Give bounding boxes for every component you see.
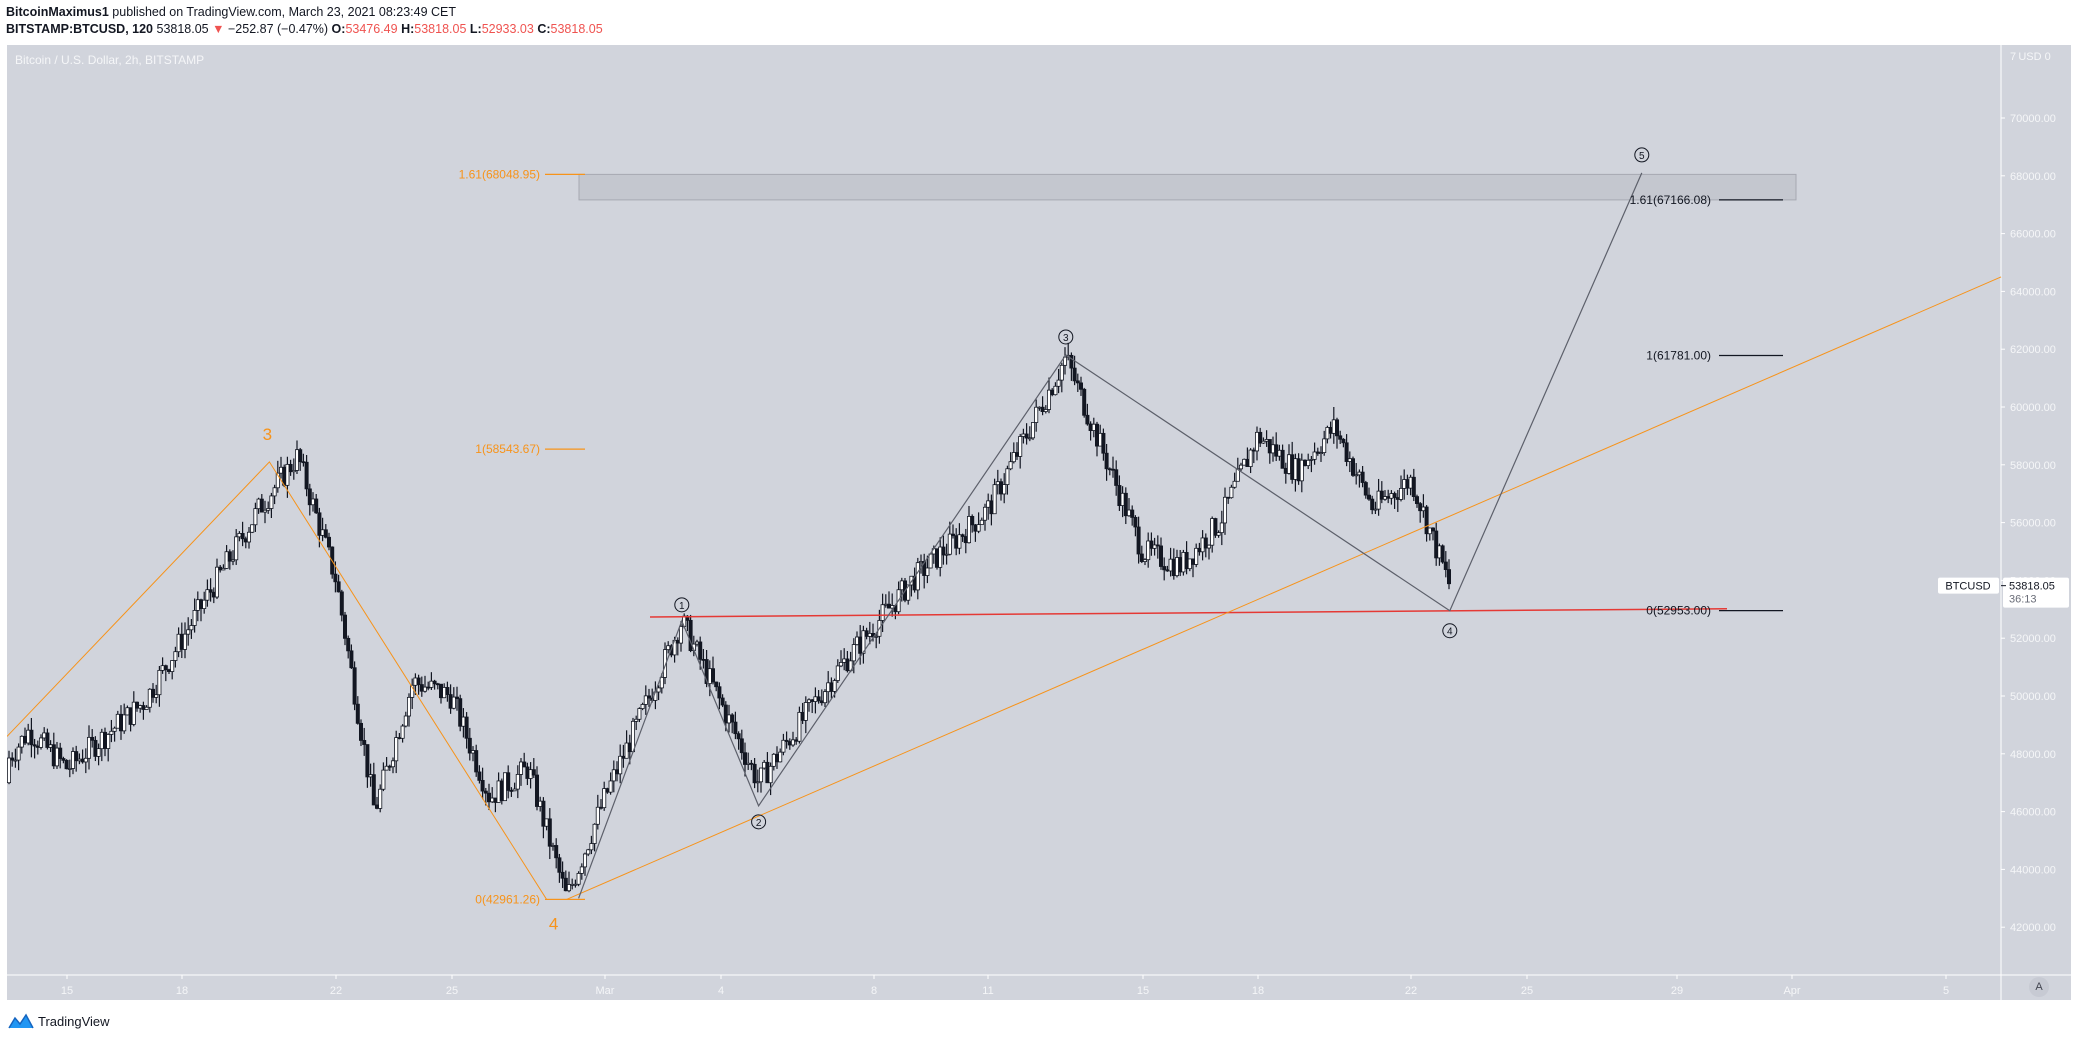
time-tick-label: 18 bbox=[176, 985, 188, 997]
chart-title: Bitcoin / U.S. Dollar, 2h, BITSTAMP bbox=[15, 53, 205, 67]
tradingview-logo-icon bbox=[8, 1013, 34, 1029]
last-price: 53818.05 bbox=[156, 22, 209, 36]
svg-text:BTCUSD: BTCUSD bbox=[1945, 581, 1990, 593]
high-label: H: bbox=[401, 22, 415, 36]
price-tick-label: 60000.00 bbox=[2010, 402, 2056, 414]
target-zone-box[interactable] bbox=[578, 173, 1797, 201]
price-tick-label: 70000.00 bbox=[2010, 113, 2056, 125]
time-tick-label: 25 bbox=[1521, 985, 1533, 997]
orange-fib-label: 1(58543.67) bbox=[475, 442, 540, 456]
orange-fib-label: 0(42961.26) bbox=[475, 892, 540, 906]
ascending-trendline[interactable] bbox=[566, 276, 2002, 900]
time-tick-label: 25 bbox=[446, 985, 458, 997]
open-value: 53476.49 bbox=[345, 22, 398, 36]
low-label: L: bbox=[469, 22, 482, 36]
price-tick-label: 46000.00 bbox=[2010, 807, 2056, 819]
close-label: C: bbox=[537, 22, 551, 36]
support-line[interactable] bbox=[649, 607, 1728, 618]
wave-label-3: 3 bbox=[263, 425, 272, 444]
price-tick-label: 44000.00 bbox=[2010, 864, 2056, 876]
price-tick-label: 64000.00 bbox=[2010, 286, 2056, 298]
wave-count-circle bbox=[1634, 147, 1650, 163]
time-tick-label: 15 bbox=[1137, 985, 1149, 997]
open-label: O: bbox=[331, 22, 346, 36]
high-value: 53818.05 bbox=[414, 22, 467, 36]
close-value: 53818.05 bbox=[550, 22, 603, 36]
price-tick-label: 68000.00 bbox=[2010, 171, 2056, 183]
orange-fib-label: 1.61(68048.95) bbox=[459, 167, 540, 181]
black-fib-label: 1.61(67166.08) bbox=[1630, 193, 1711, 207]
candles bbox=[7, 342, 1452, 893]
time-tick-label: 22 bbox=[1405, 985, 1417, 997]
price-tick-label: 50000.00 bbox=[2010, 691, 2056, 703]
price-tick-label: 66000.00 bbox=[2010, 229, 2056, 241]
currency-label: 7 USD 0 bbox=[2010, 51, 2051, 63]
tradingview-logo[interactable]: TradingView bbox=[8, 1013, 110, 1029]
time-tick-label: 29 bbox=[1671, 985, 1683, 997]
time-tick-label: Mar bbox=[596, 985, 615, 997]
symbol-label: BITSTAMP:BTCUSD, 120 bbox=[6, 22, 154, 36]
publisher-name[interactable]: BitcoinMaximus1 bbox=[6, 5, 109, 19]
wave-count-circle bbox=[1442, 623, 1458, 639]
last-price-tag bbox=[1938, 577, 2069, 608]
time-tick-label: 5 bbox=[1943, 985, 1949, 997]
price-tick-label: 42000.00 bbox=[2010, 922, 2056, 934]
wave-count-circle bbox=[751, 814, 767, 830]
published-text: published on TradingView.com, March 23, … bbox=[112, 5, 457, 19]
time-tick-label: 11 bbox=[982, 985, 993, 997]
time-tick-label: 18 bbox=[1252, 985, 1264, 997]
bar-countdown: 36:13 bbox=[2009, 594, 2037, 606]
wave-count-circle bbox=[1058, 329, 1074, 345]
wave-count-label: 1 bbox=[679, 601, 685, 612]
wave-count-label: 2 bbox=[756, 818, 762, 829]
ohlc-line: BITSTAMP:BTCUSD, 120 53818.05 ▼ −252.87 … bbox=[6, 22, 603, 36]
time-tick-label: 15 bbox=[61, 985, 73, 997]
price-change: −252.87 (−0.47%) bbox=[227, 22, 329, 36]
price-tick-label: 52000.00 bbox=[2010, 633, 2056, 645]
time-tick-label: 4 bbox=[718, 985, 724, 997]
wave-count-label: 4 bbox=[1447, 627, 1453, 638]
wave-count-circle bbox=[674, 597, 690, 613]
wave-count-label: 5 bbox=[1639, 151, 1645, 162]
publish-line: BitcoinMaximus1 published on TradingView… bbox=[6, 5, 456, 19]
auto-scale-button[interactable]: A bbox=[2029, 977, 2049, 997]
price-tick-label: 62000.00 bbox=[2010, 344, 2056, 356]
down-arrow-icon: ▼ bbox=[212, 22, 225, 36]
time-tick-label: 8 bbox=[871, 985, 877, 997]
orange-wave-path[interactable] bbox=[7, 461, 585, 900]
price-tick-label: 56000.00 bbox=[2010, 518, 2056, 530]
black-fib-label: 1(61781.00) bbox=[1646, 349, 1711, 363]
price-tick-label: 58000.00 bbox=[2010, 460, 2056, 472]
price-chart[interactable]: 42000.00 44000.00 46000.00 48000.00 50000.00… bbox=[7, 45, 2071, 1000]
black-fib-label: 0(52953.00) bbox=[1646, 604, 1711, 618]
price-tick-label: 48000.00 bbox=[2010, 749, 2056, 761]
chart-panel[interactable]: 42000.00 44000.00 46000.00 48000.00 50000.00… bbox=[7, 45, 2071, 1000]
wave-label-4: 4 bbox=[549, 914, 558, 933]
time-tick-label: 22 bbox=[330, 985, 342, 997]
impulse-wave-path[interactable] bbox=[578, 172, 1643, 899]
logo-text: TradingView bbox=[38, 1013, 110, 1029]
wave-count-label: 3 bbox=[1063, 333, 1069, 344]
last-price-value: 53818.05 bbox=[2009, 581, 2055, 593]
low-value: 52933.03 bbox=[481, 22, 534, 36]
time-tick-label: Apr bbox=[1783, 985, 1800, 997]
